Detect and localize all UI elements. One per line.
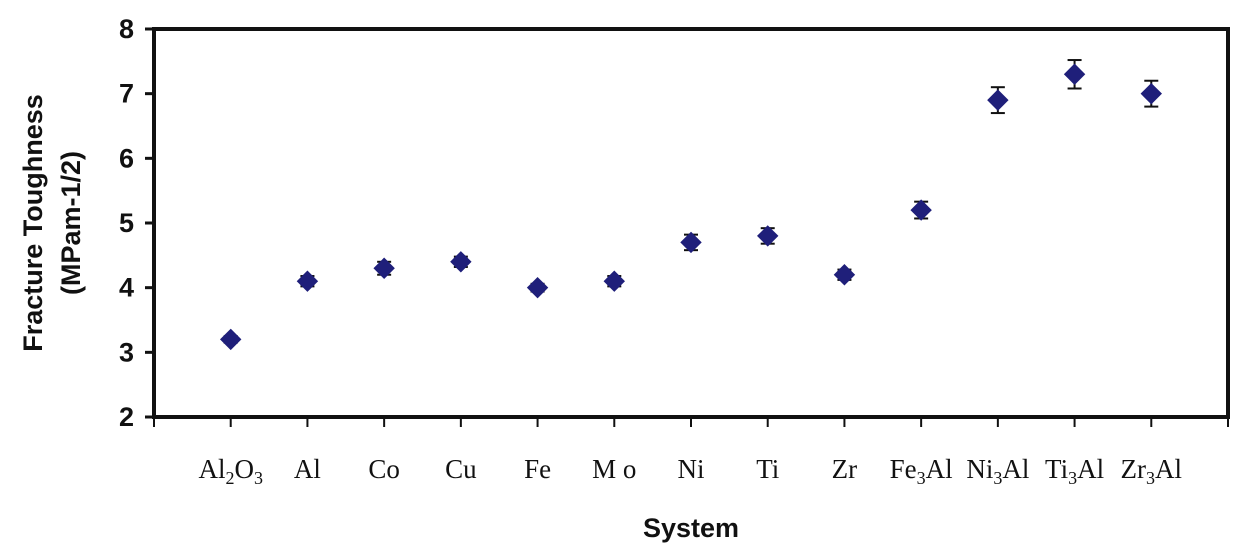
data-point	[296, 270, 319, 292]
y-tick-label: 2	[119, 402, 134, 432]
x-tick-label: Fe	[524, 454, 551, 484]
diamond-marker	[910, 199, 932, 221]
x-tick-label: Ni	[678, 454, 705, 484]
x-axis-title: System	[643, 513, 739, 543]
x-tick-label: Zr	[832, 454, 857, 484]
y-tick-label: 7	[119, 79, 134, 109]
x-tick-label: M o	[592, 454, 636, 484]
diamond-marker	[757, 225, 779, 247]
data-point	[987, 86, 1009, 115]
diamond-marker	[450, 251, 472, 273]
data-point	[220, 328, 242, 351]
y-axis: 2 3 4 5 6 7 8	[119, 14, 154, 432]
y-tick-label: 8	[119, 14, 134, 44]
diamond-marker	[1063, 63, 1086, 85]
diamond-marker	[373, 257, 395, 279]
y-tick-label: 5	[119, 208, 134, 238]
data-point	[450, 251, 472, 273]
diamond-marker	[296, 270, 319, 292]
y-axis-title: Fracture Toughness (MPam-1/2)	[18, 94, 86, 352]
x-tick-label: Ti3Al	[1045, 454, 1104, 488]
data-point	[680, 231, 702, 254]
y-tick-label: 4	[119, 273, 134, 303]
x-tick-label: Cu	[445, 454, 477, 484]
data-point	[1140, 79, 1162, 108]
x-tick-label: Ni3Al	[966, 454, 1029, 488]
diamond-marker	[987, 89, 1009, 111]
y-axis-title-line2: (MPam-1/2)	[56, 151, 86, 295]
y-axis-title-line1: Fracture Toughness	[18, 94, 48, 352]
data-point	[1063, 59, 1086, 90]
diamond-marker	[680, 231, 702, 254]
data-point	[526, 276, 549, 299]
data-point	[757, 225, 779, 247]
x-tick-label: Al	[294, 454, 321, 484]
x-axis: Al2O3 Al Co Cu Fe M o Ni Ti Zr Fe3Al Ni3Al Ti3Al Zr3…	[153, 417, 1229, 488]
data-point	[910, 199, 932, 221]
diamond-marker	[603, 270, 625, 292]
data-point	[833, 264, 856, 286]
x-tick-label: Al2O3	[198, 454, 263, 488]
x-tick-label: Ti	[756, 454, 779, 484]
x-tick-label: Zr3Al	[1121, 454, 1182, 488]
data-point	[603, 270, 625, 292]
x-tick-label: Fe3Al	[890, 454, 953, 488]
y-tick-label: 3	[119, 337, 134, 367]
data-point	[373, 257, 395, 279]
y-tick-label: 6	[119, 143, 134, 173]
plot-frame	[152, 27, 1230, 419]
x-tick-label: Co	[368, 454, 400, 484]
diamond-marker	[833, 264, 856, 286]
data-points	[220, 59, 1162, 351]
diamond-marker	[526, 276, 549, 299]
diamond-marker	[1140, 82, 1162, 105]
diamond-marker	[220, 328, 242, 351]
